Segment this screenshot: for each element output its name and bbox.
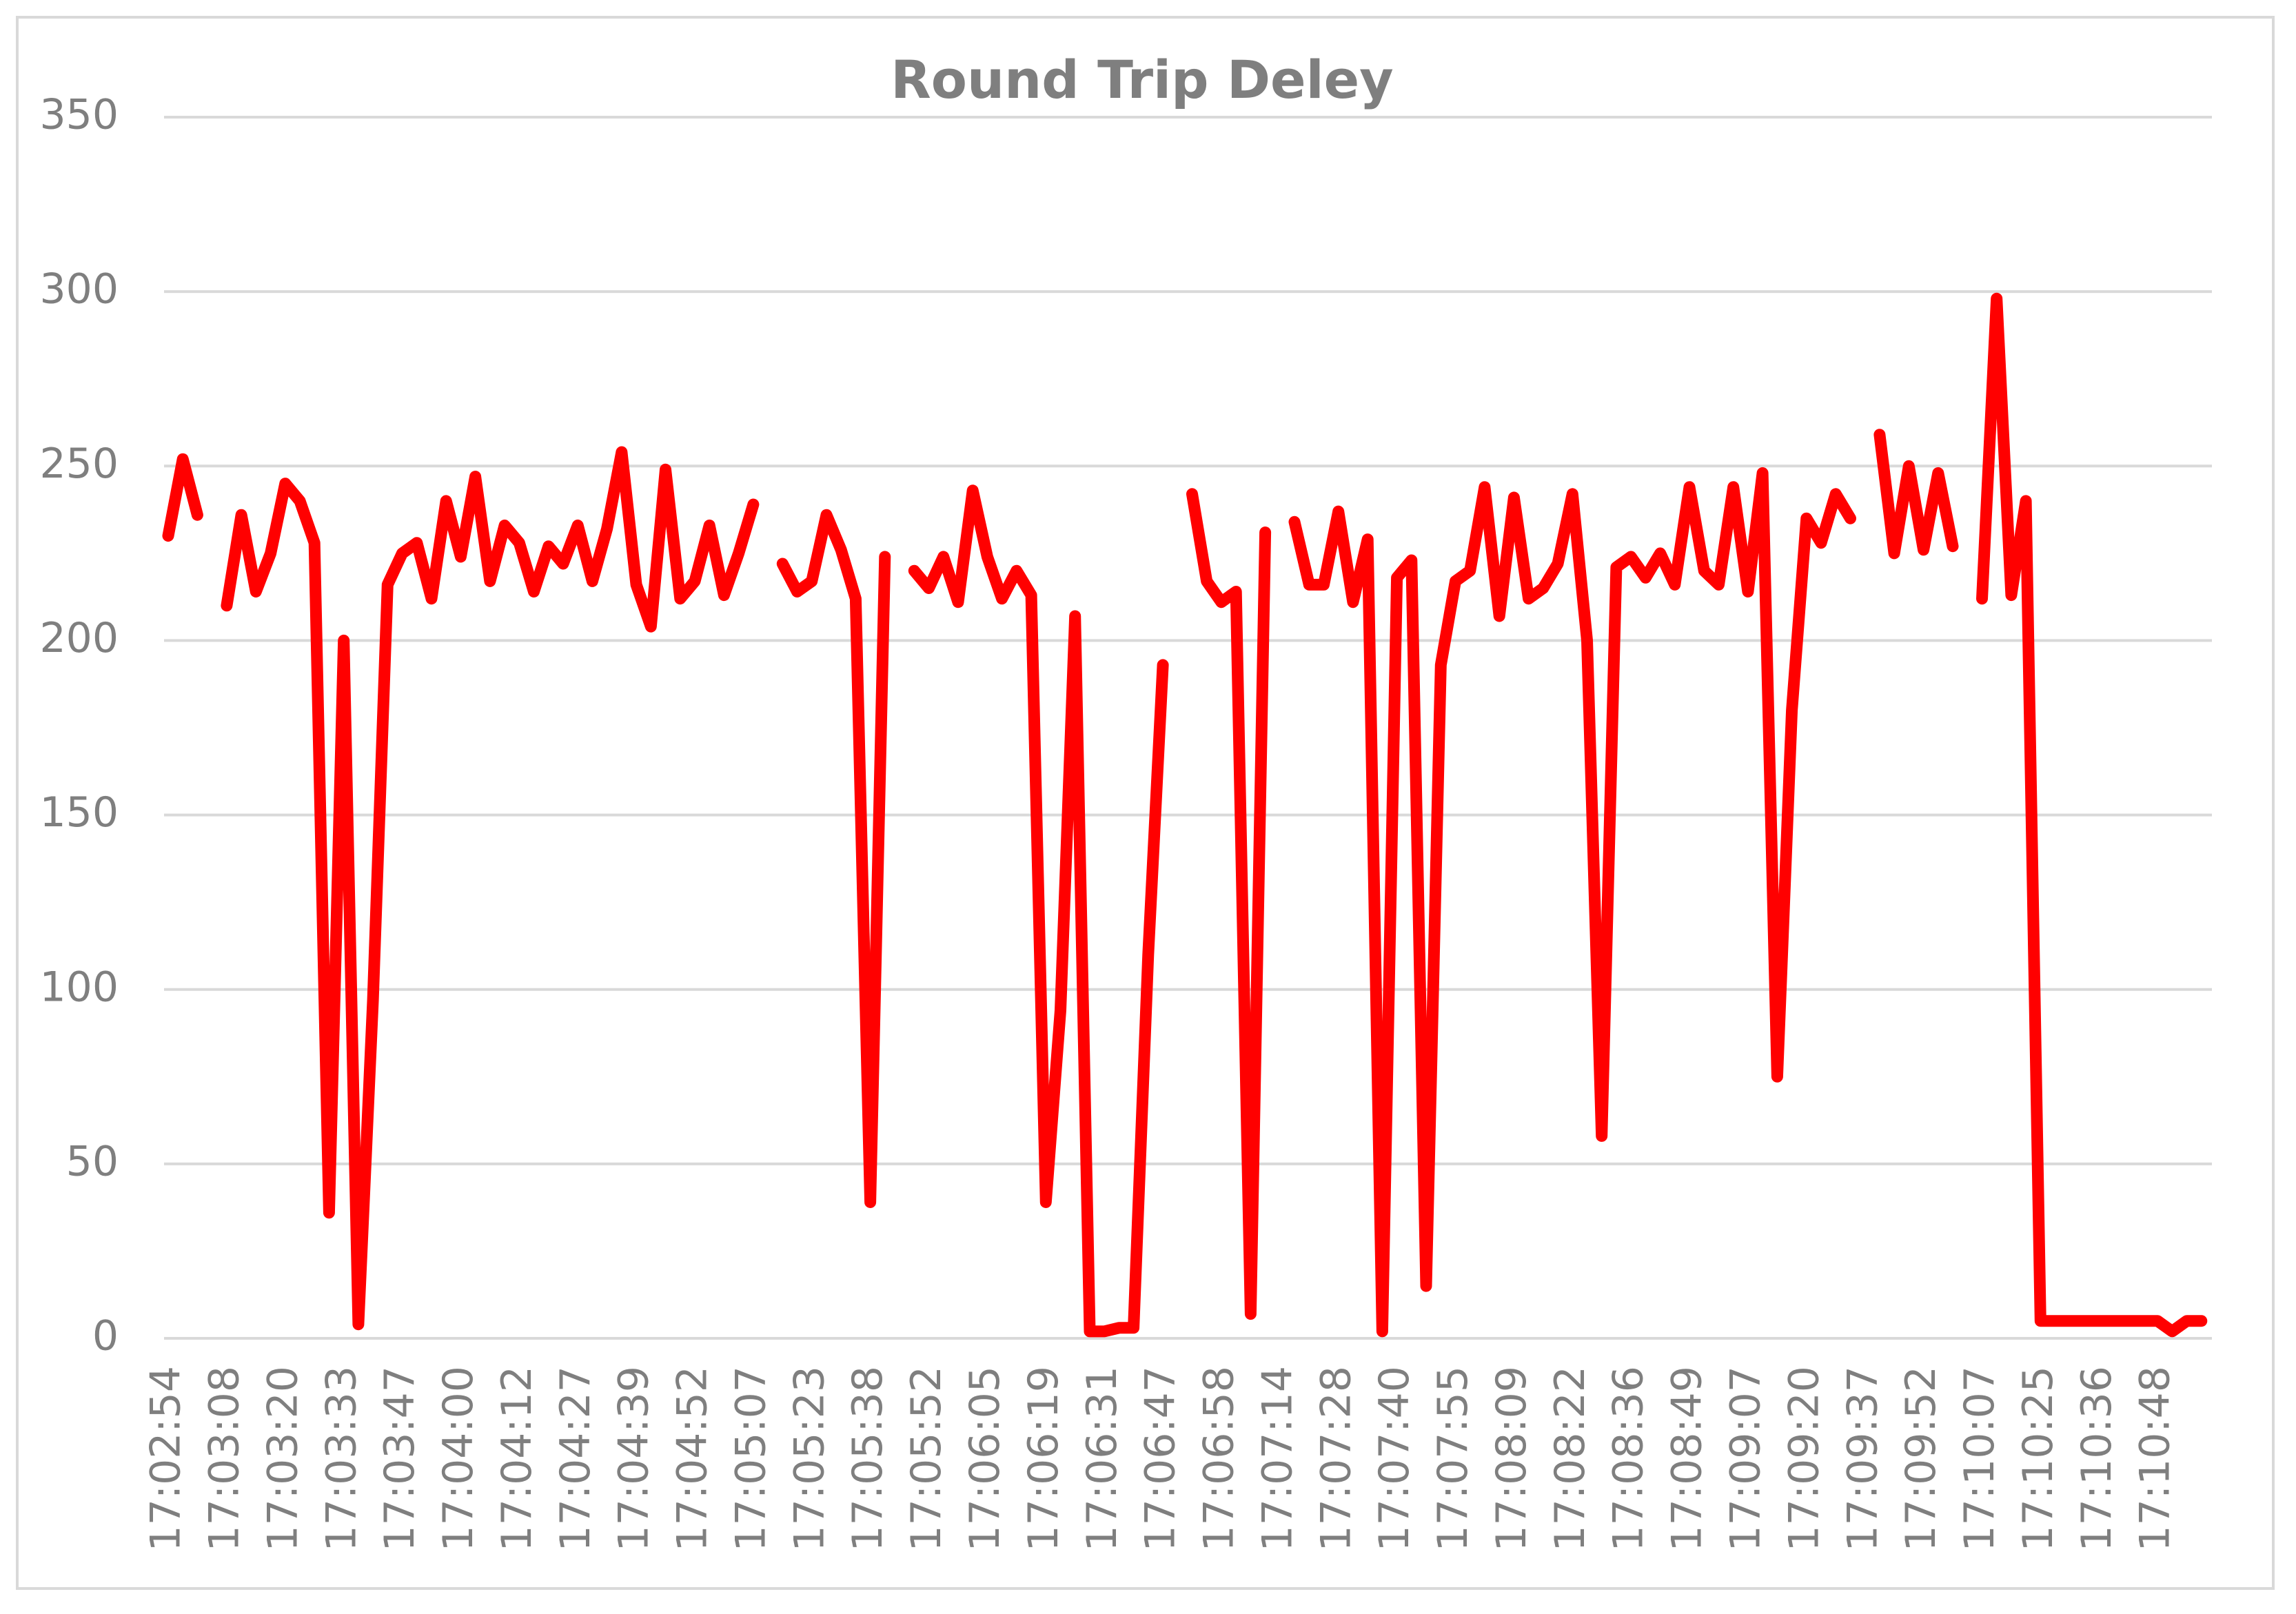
x-tick-label: 17:05:23 <box>785 1366 833 1551</box>
x-tick-label: 17:04:27 <box>551 1366 600 1551</box>
x-tick-label: 17:04:00 <box>434 1366 482 1551</box>
x-tick-label: 17:05:52 <box>902 1366 951 1551</box>
x-tick-label: 17:04:39 <box>610 1366 658 1551</box>
x-tick-label: 17:08:09 <box>1487 1366 1536 1551</box>
x-tick-label: 17:03:20 <box>258 1366 307 1551</box>
x-tick-label: 17:07:14 <box>1253 1366 1301 1551</box>
x-tick-label: 17:09:20 <box>1780 1366 1828 1551</box>
x-tick-label: 17:08:36 <box>1605 1366 1653 1551</box>
x-tick-label: 17:06:47 <box>1137 1366 1185 1551</box>
y-tick-label: 300 <box>39 265 119 314</box>
x-tick-label: 17:06:19 <box>1019 1366 1068 1551</box>
x-tick-label: 17:10:36 <box>2073 1366 2121 1551</box>
x-tick-label: 17:04:52 <box>669 1366 717 1551</box>
x-tick-label: 17:08:49 <box>1663 1366 1711 1551</box>
x-tick-label: 17:03:08 <box>200 1366 248 1551</box>
x-tick-label: 17:07:40 <box>1370 1366 1419 1551</box>
x-tick-label: 17:09:07 <box>1722 1366 1770 1551</box>
x-tick-label: 17:10:07 <box>1955 1366 2004 1551</box>
x-tick-label: 17:02:54 <box>142 1366 190 1551</box>
x-tick-label: 17:09:52 <box>1897 1366 1945 1551</box>
x-tick-label: 17:04:12 <box>493 1366 541 1551</box>
x-tick-label: 17:06:31 <box>1078 1366 1126 1551</box>
x-tick-label: 17:06:58 <box>1195 1366 1243 1551</box>
y-tick-label: 350 <box>39 91 119 139</box>
y-tick-label: 50 <box>66 1137 119 1185</box>
x-tick-label: 17:08:22 <box>1546 1366 1594 1551</box>
x-tick-label: 17:05:07 <box>727 1366 775 1551</box>
x-tick-label: 17:03:33 <box>317 1366 365 1551</box>
x-tick-label: 17:06:05 <box>961 1366 1009 1551</box>
y-tick-label: 250 <box>39 440 119 488</box>
chart-frame <box>16 16 2275 1590</box>
x-tick-label: 17:10:48 <box>2131 1366 2180 1551</box>
chart-title: Round Trip Deley <box>891 49 1393 110</box>
x-tick-label: 17:05:38 <box>844 1366 892 1551</box>
y-tick-label: 0 <box>92 1312 119 1360</box>
x-tick-label: 17:07:28 <box>1312 1366 1360 1551</box>
x-tick-label: 17:09:37 <box>1838 1366 1887 1551</box>
data-line <box>162 292 2208 1338</box>
y-tick-label: 100 <box>39 963 119 1011</box>
x-tick-label: 17:03:47 <box>376 1366 424 1551</box>
y-tick-label: 200 <box>39 614 119 662</box>
x-tick-label: 17:10:25 <box>2014 1366 2062 1551</box>
x-tick-label: 17:07:55 <box>1429 1366 1477 1551</box>
y-tick-label: 150 <box>39 788 119 837</box>
